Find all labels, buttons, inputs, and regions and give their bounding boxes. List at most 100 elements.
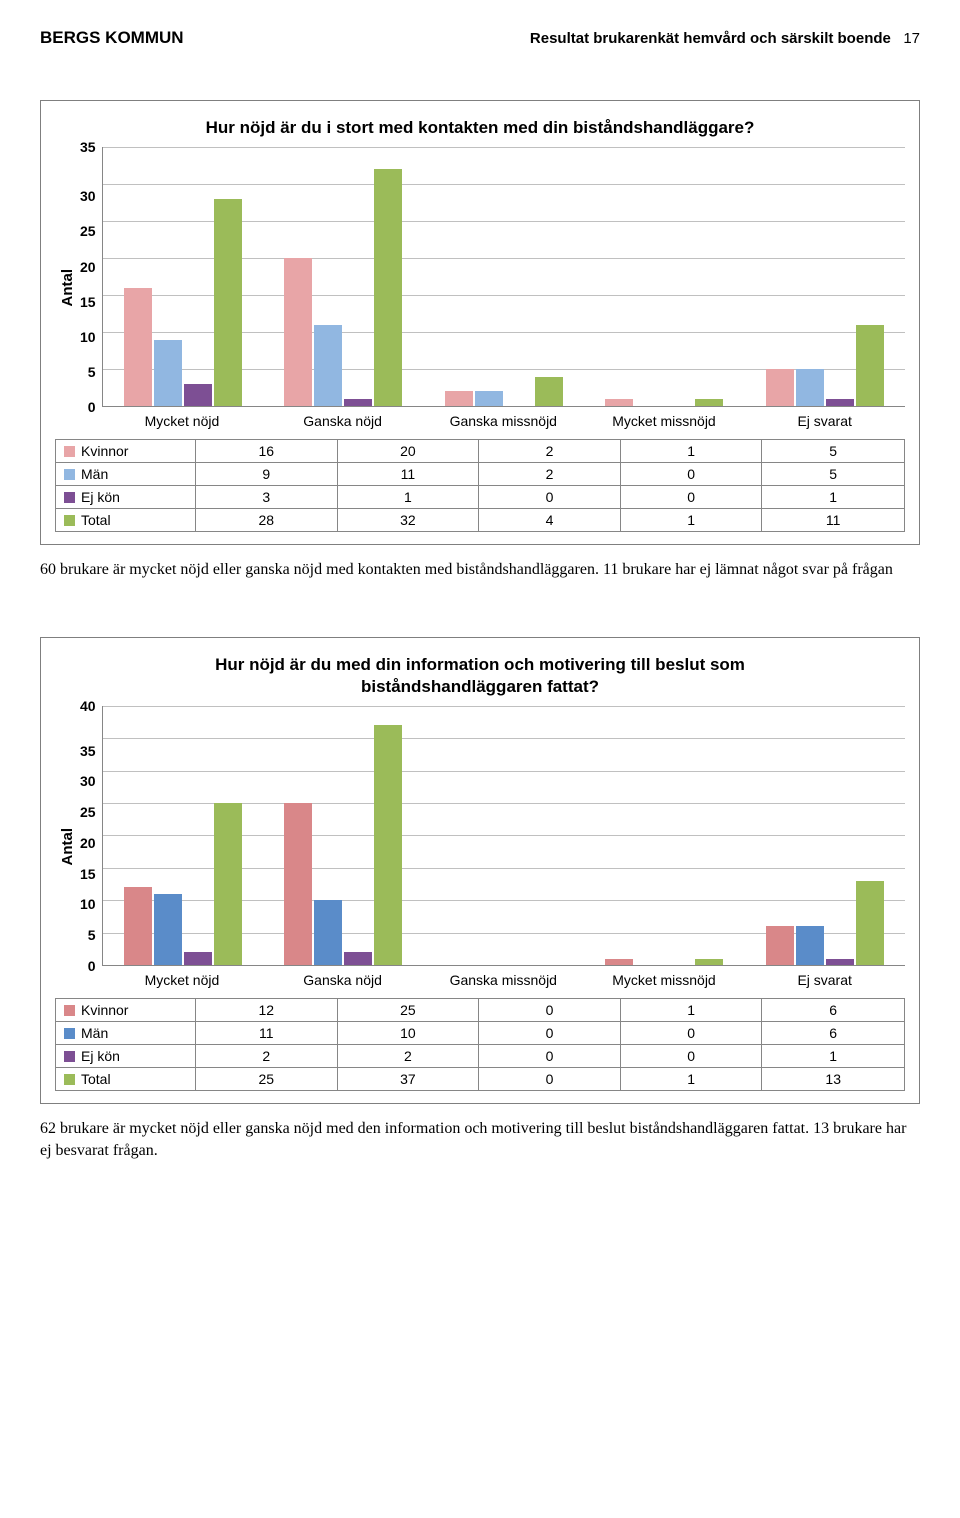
data-cell: 2 bbox=[479, 440, 621, 462]
paragraph-2: 62 brukare är mycket nöjd eller ganska n… bbox=[40, 1118, 920, 1161]
y-tick-label: 10 bbox=[80, 897, 96, 911]
series-name: Ej kön bbox=[81, 1048, 120, 1064]
bar-group bbox=[263, 147, 423, 406]
data-cell: 10 bbox=[338, 1021, 480, 1044]
data-cell: 11 bbox=[196, 1021, 338, 1044]
bar bbox=[284, 258, 312, 406]
chart-2-plot-wrap: Mycket nöjdGanska nöjdGanska missnöjdMyc… bbox=[102, 706, 905, 988]
chart-2-data-table: Kvinnor1225016Män1110006Ej kön22001Total… bbox=[55, 998, 905, 1091]
data-cell: 2 bbox=[196, 1044, 338, 1067]
y-tick-label: 15 bbox=[80, 867, 96, 881]
y-tick-label: 5 bbox=[88, 928, 96, 942]
data-cell: 1 bbox=[621, 999, 763, 1021]
legend-swatch bbox=[64, 469, 75, 480]
series-name: Män bbox=[81, 1025, 108, 1041]
chart-1-plot-wrap: Mycket nöjdGanska nöjdGanska missnöjdMyc… bbox=[102, 147, 905, 429]
data-cell: 37 bbox=[338, 1067, 480, 1090]
bar bbox=[124, 887, 152, 965]
series-name: Total bbox=[81, 1071, 111, 1087]
data-cell: 1 bbox=[762, 485, 904, 508]
data-cell: 5 bbox=[762, 462, 904, 485]
category-label: Mycket missnöjd bbox=[584, 972, 745, 988]
doc-title-wrap: Resultat brukarenkät hemvård och särskil… bbox=[530, 30, 920, 48]
chart-2-container: Hur nöjd är du med din information och m… bbox=[40, 637, 920, 1104]
data-cell: 1 bbox=[338, 485, 480, 508]
legend-swatch bbox=[64, 1074, 75, 1085]
chart-2-y-ticks: 4035302520151050 bbox=[80, 706, 102, 966]
category-label: Mycket missnöjd bbox=[584, 413, 745, 429]
org-name: BERGS KOMMUN bbox=[40, 28, 184, 48]
series-label: Total bbox=[56, 1067, 196, 1090]
data-cell: 25 bbox=[338, 999, 480, 1021]
legend-swatch bbox=[64, 492, 75, 503]
bar bbox=[184, 952, 212, 965]
series-name: Ej kön bbox=[81, 489, 120, 505]
bar bbox=[154, 340, 182, 407]
legend-swatch bbox=[64, 515, 75, 526]
chart-2-body: Antal 4035302520151050 Mycket nöjdGanska… bbox=[55, 706, 905, 988]
chart-1-body: Antal 35302520151050 Mycket nöjdGanska n… bbox=[55, 147, 905, 429]
bar bbox=[796, 369, 824, 406]
category-label: Ganska missnöjd bbox=[423, 972, 584, 988]
series-name: Total bbox=[81, 512, 111, 528]
bar-group bbox=[103, 706, 263, 965]
page-header: BERGS KOMMUN Resultat brukarenkät hemvår… bbox=[40, 28, 920, 48]
y-tick-label: 5 bbox=[88, 365, 96, 379]
series-name: Kvinnor bbox=[81, 1002, 128, 1018]
bar bbox=[856, 881, 884, 965]
y-tick-label: 40 bbox=[80, 699, 96, 713]
data-cell: 1 bbox=[762, 1044, 904, 1067]
bar-group bbox=[424, 147, 584, 406]
bar-group bbox=[263, 706, 423, 965]
bar bbox=[374, 725, 402, 965]
data-cell: 32 bbox=[338, 508, 480, 531]
series-label: Kvinnor bbox=[56, 999, 196, 1021]
bar bbox=[695, 399, 723, 406]
bar bbox=[766, 369, 794, 406]
category-label: Ej svarat bbox=[744, 413, 905, 429]
data-cell: 11 bbox=[762, 508, 904, 531]
series-label: Ej kön bbox=[56, 1044, 196, 1067]
data-cell: 0 bbox=[621, 1044, 763, 1067]
y-tick-label: 25 bbox=[80, 224, 96, 238]
data-cell: 0 bbox=[621, 485, 763, 508]
y-tick-label: 35 bbox=[80, 140, 96, 154]
data-cell: 1 bbox=[621, 440, 763, 462]
chart-1-title: Hur nöjd är du i stort med kontakten med… bbox=[170, 117, 790, 139]
chart-1-plot bbox=[102, 147, 905, 407]
y-tick-label: 20 bbox=[80, 836, 96, 850]
bar bbox=[766, 926, 794, 965]
data-cell: 0 bbox=[479, 1067, 621, 1090]
bar bbox=[826, 959, 854, 965]
data-cell: 13 bbox=[762, 1067, 904, 1090]
bar bbox=[314, 900, 342, 965]
series-label: Kvinnor bbox=[56, 440, 196, 462]
bar bbox=[856, 325, 884, 406]
paragraph-1: 60 brukare är mycket nöjd eller ganska n… bbox=[40, 559, 920, 581]
category-label: Mycket nöjd bbox=[102, 413, 263, 429]
data-cell: 4 bbox=[479, 508, 621, 531]
data-cell: 0 bbox=[621, 1021, 763, 1044]
legend-swatch bbox=[64, 446, 75, 457]
bar-group bbox=[584, 147, 744, 406]
data-cell: 9 bbox=[196, 462, 338, 485]
chart-1-container: Hur nöjd är du i stort med kontakten med… bbox=[40, 100, 920, 545]
y-tick-label: 0 bbox=[88, 959, 96, 973]
series-label: Män bbox=[56, 1021, 196, 1044]
bar bbox=[214, 803, 242, 965]
bar-group bbox=[424, 706, 584, 965]
chart-1-category-labels: Mycket nöjdGanska nöjdGanska missnöjdMyc… bbox=[102, 413, 905, 429]
data-cell: 3 bbox=[196, 485, 338, 508]
chart-2-category-labels: Mycket nöjdGanska nöjdGanska missnöjdMyc… bbox=[102, 972, 905, 988]
data-cell: 5 bbox=[762, 440, 904, 462]
y-tick-label: 15 bbox=[80, 295, 96, 309]
bar bbox=[284, 803, 312, 965]
series-label: Ej kön bbox=[56, 485, 196, 508]
y-tick-label: 30 bbox=[80, 189, 96, 203]
bar bbox=[214, 199, 242, 406]
bar-group bbox=[103, 147, 263, 406]
bar bbox=[605, 959, 633, 965]
chart-1-y-ticks: 35302520151050 bbox=[80, 147, 102, 407]
bar-group bbox=[584, 706, 744, 965]
data-cell: 0 bbox=[479, 485, 621, 508]
